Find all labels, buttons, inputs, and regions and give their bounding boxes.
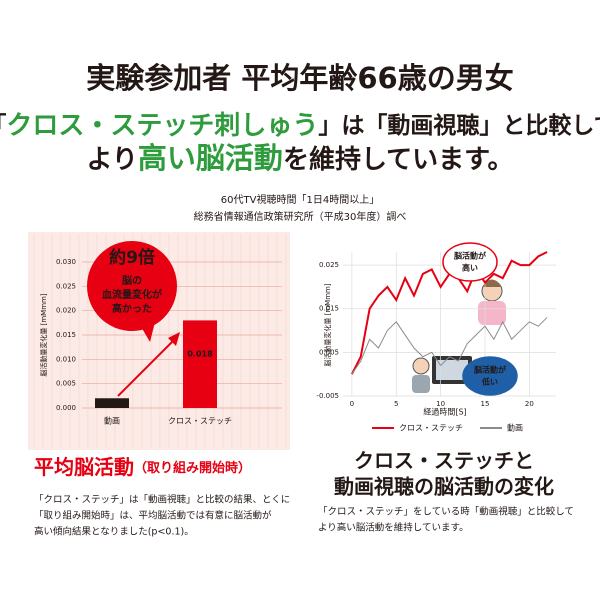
callout-bubble bbox=[87, 241, 177, 331]
callout-tail bbox=[140, 318, 156, 342]
headline: 「クロス・ステッチ刺しゅう」は「動画視聴」と比較して bbox=[0, 111, 600, 141]
bar bbox=[95, 398, 129, 408]
callout-text: 脳活動が bbox=[453, 251, 487, 261]
source-note: 60代TV視聴時間「1日4時間以上」 bbox=[221, 193, 379, 206]
caption-body: 「取り組み開始時」は、平均脳活動では有意に脳活動が bbox=[34, 510, 272, 522]
callout-text: 約9倍 bbox=[109, 247, 155, 268]
headline-part: 」は「 bbox=[318, 113, 387, 139]
headline-part: を維持しています。 bbox=[283, 144, 514, 175]
caption-title: クロス・ステッチと bbox=[354, 449, 534, 473]
caption-title: 平均脳活動（取り組み開始時） bbox=[34, 455, 251, 479]
caption-body: より高い脳活動を維持しています。 bbox=[318, 522, 469, 534]
caption-body: 「クロス・ステッチ」は「動画視聴」と比較の結果、とくに bbox=[34, 494, 290, 506]
bar-value: 0.002 bbox=[99, 401, 124, 410]
headline-part: 」と比較して bbox=[479, 112, 600, 139]
caption-title-main: 平均脳活動 bbox=[34, 455, 134, 479]
headline-part: 実験参加者 平均年齢66歳の男女 bbox=[86, 61, 513, 95]
legend-label: クロス・ステッチ bbox=[399, 424, 463, 433]
callout-bubble bbox=[462, 356, 518, 396]
bar-value: 0.018 bbox=[187, 350, 213, 359]
callout-bubble bbox=[442, 242, 498, 282]
headline-part: より bbox=[86, 145, 137, 175]
y-tick-label: -0.005 bbox=[316, 392, 339, 400]
right-panel bbox=[312, 238, 572, 446]
caption-body: 高い傾向結果となりました(p<0.1)。 bbox=[34, 526, 194, 538]
y-axis-label: 脳活動量変化量 [mMmm] bbox=[323, 283, 332, 366]
legend-label: 動画 bbox=[507, 424, 523, 433]
viewer-icon bbox=[412, 356, 472, 393]
x-tick-label: 10 bbox=[436, 400, 445, 408]
y-axis-label: 脳活動量変化量 [mMmm] bbox=[39, 293, 48, 376]
x-tick-label: 5 bbox=[394, 400, 398, 408]
callout-text: 高い bbox=[462, 263, 478, 273]
callout-text: 脳の bbox=[122, 275, 142, 287]
caption-title-sub: （取り組み開始時） bbox=[134, 460, 251, 476]
y-tick-label: 0.020 bbox=[56, 307, 76, 315]
y-tick-label: 0.025 bbox=[56, 282, 76, 290]
y-tick-label: 0.015 bbox=[56, 331, 76, 339]
x-axis-label: 経過時間[S] bbox=[423, 407, 466, 417]
trend-arrow bbox=[117, 337, 177, 397]
headline-part: 「 bbox=[0, 113, 6, 139]
headline: 実験参加者 平均年齢66歳の男女 bbox=[86, 61, 513, 95]
headline: より高い脳活動を維持しています。 bbox=[86, 141, 513, 175]
x-tick-label: 動画 bbox=[104, 417, 120, 426]
y-tick-label: 0.005 bbox=[319, 348, 339, 356]
callout-text: 低い bbox=[481, 377, 498, 387]
callout-text: 高かった bbox=[112, 302, 152, 315]
caption-title: 動画視聴の脳活動の変化 bbox=[334, 475, 554, 499]
bar bbox=[183, 320, 217, 408]
caption-body: 「クロス・ステッチ」をしている時「動画視聴」と比較して bbox=[318, 506, 574, 518]
headline-part: 高い脳活動 bbox=[138, 141, 283, 175]
y-tick-label: 0.005 bbox=[56, 380, 76, 388]
source-note: 総務省情報通信政策研究所（平成30年度）調べ bbox=[194, 210, 407, 223]
y-tick-label: 0.025 bbox=[319, 261, 339, 269]
y-tick-label: 0.015 bbox=[319, 305, 339, 313]
y-tick-label: 0.030 bbox=[56, 258, 76, 266]
x-tick-label: 15 bbox=[481, 400, 490, 408]
x-tick-label: 0 bbox=[350, 400, 354, 408]
arrow-head bbox=[168, 332, 180, 346]
series-line bbox=[351, 317, 548, 375]
y-tick-label: 0.010 bbox=[56, 355, 76, 363]
callout-text: 血流量変化が bbox=[102, 288, 163, 301]
y-tick-label: 0.000 bbox=[56, 404, 76, 412]
headline-part: クロス・ステッチ刺しゅう bbox=[6, 111, 318, 141]
callout-text: 脳活動が bbox=[473, 365, 507, 375]
x-tick-label: 20 bbox=[525, 400, 534, 408]
headline-part: 動画視聴 bbox=[387, 113, 479, 139]
x-tick-label: クロス・ステッチ bbox=[168, 417, 232, 426]
